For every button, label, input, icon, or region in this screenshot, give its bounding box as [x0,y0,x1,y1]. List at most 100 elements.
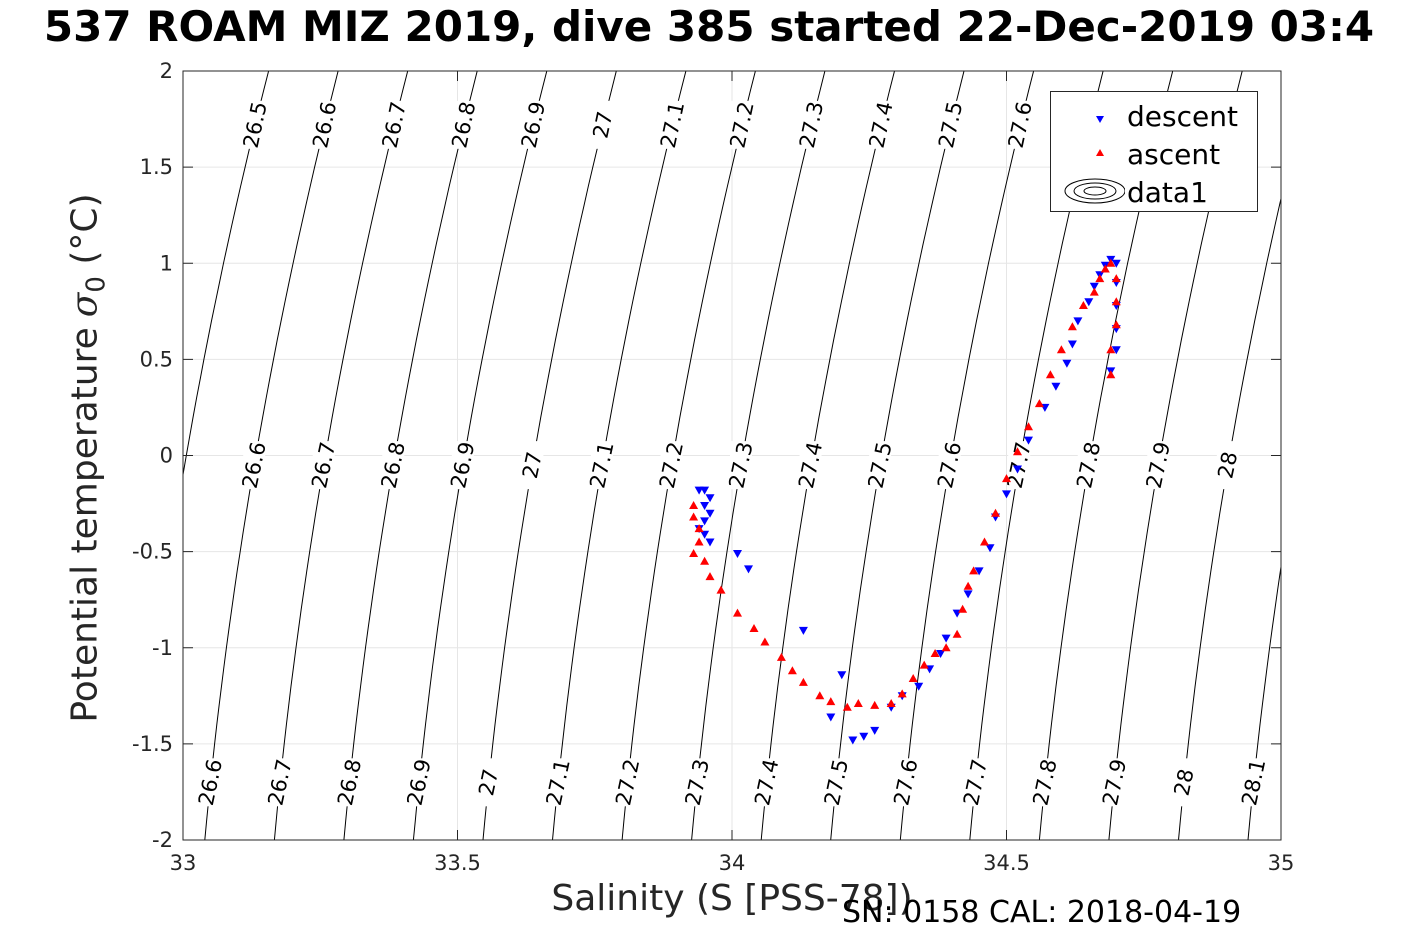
contour-label: 28.1 [1237,757,1270,808]
ascent-point [991,508,1000,517]
contour-label-bg [521,441,544,490]
contour-label: 27.8 [1072,440,1105,491]
ascent-point [1106,345,1116,354]
ascent-point [1095,274,1105,283]
legend-entry-ascent: ascent [1051,134,1257,171]
contour-label-bg [452,100,475,149]
descent-point [941,634,951,643]
ascent-point [963,581,973,590]
ascent-point [1106,258,1116,267]
contour-label-bg [312,441,335,490]
x-tick-label: 33 [170,851,197,875]
contour-label-bg [269,758,292,807]
contour-label-bg [869,441,892,490]
calibration-footer: SN: 0158 CAL: 2018-04-19 [842,895,1242,930]
ascent-point [815,691,825,700]
contour-label: 26.8 [333,757,366,808]
contour-label-bg [799,441,822,490]
ascent-point [689,549,699,557]
contour-label: 27.1 [542,757,575,808]
contour-label-bg [1147,441,1170,490]
legend-label-data1: data1 [1127,176,1208,209]
contour-label: 27.6 [933,440,966,491]
ascent-point [1078,301,1088,309]
contour-label-bg [383,100,406,149]
descent-point [798,626,808,635]
contour-label-bg [591,100,614,149]
contour-label: 27.1 [585,440,618,491]
ascent-point [716,585,726,594]
descent-point [859,732,869,741]
ascent-point [908,674,918,682]
contour-label-bg [338,758,361,807]
x-tick-label: 34.5 [983,851,1030,875]
descent-point [700,502,710,510]
contour-label: 26.6 [194,757,227,808]
contour-label-bg [661,100,684,149]
ascent-point [897,689,907,698]
contour-label-bg [730,100,753,149]
ascent-point [689,501,699,509]
x-tick-label: 34 [719,851,746,875]
contour-icon [1064,178,1125,204]
contour-label: 26.8 [377,440,410,491]
ascent-point [694,537,704,546]
ascent-point [969,566,979,575]
contour-label: 27.9 [1098,757,1131,808]
contour-label-bg [730,441,753,490]
contour-label-bg [1009,100,1032,149]
descent-point [963,590,973,599]
contour-label: 26.8 [447,99,480,150]
contour-label: 27 [474,767,503,798]
contour-label-bg [660,441,683,490]
contour-label: 27 [518,450,547,481]
contour-label-bg [199,758,222,807]
descent-point [1111,346,1121,355]
contour-label: 27.3 [724,440,757,491]
y-axis-label-text: Potential temperature [64,327,106,723]
descent-point [1062,359,1072,368]
descent-point [826,713,836,722]
legend-entry-data1: data1 [1051,172,1257,209]
y-tick-label: 0.5 [140,347,173,371]
ascent-point [705,572,715,581]
x-tick-label: 33.5 [434,851,481,875]
ascent-point [787,666,797,675]
contour-label: 27.4 [794,440,827,491]
contour-label: 27.2 [725,99,758,150]
descent-point [705,509,715,518]
contour-line-28.1 [1247,563,1281,840]
contour-label-bg [547,758,570,807]
y-axis-label-unit: (°C) [64,193,106,265]
ascent-point [1111,320,1121,329]
legend-label-descent: descent [1127,100,1238,133]
ascent-point [1067,322,1077,331]
ascent-point [733,608,742,617]
series-ascent [689,258,1121,711]
descent-point [700,517,710,526]
contour-label: 26.5 [239,99,272,150]
contour-label-bg [451,441,474,490]
contour-label-bg [894,758,917,807]
descent-point [974,567,984,576]
ascent-point [694,524,704,533]
ascent-point [1034,399,1044,408]
y-tick-label: 1.5 [140,155,173,179]
descent-point [837,671,847,680]
contour-label: 26.9 [517,99,550,150]
legend-entry-descent: descent [1051,96,1257,133]
ascent-point [749,624,759,632]
ascent-point [1045,370,1055,379]
chart-title: 537 ROAM MIZ 2019, dive 385 started 22-D… [43,2,1375,51]
ascent-point [826,697,836,706]
y-tick-label: -2 [152,828,173,852]
contour-label: 27.7 [959,757,992,808]
contour-label-bg [1034,758,1057,807]
descent-point [1002,490,1011,499]
ascent-point [930,649,940,657]
contour-label: 27.5 [820,757,853,808]
descent-point [1111,259,1121,268]
contour-label: 26.7 [263,757,296,808]
